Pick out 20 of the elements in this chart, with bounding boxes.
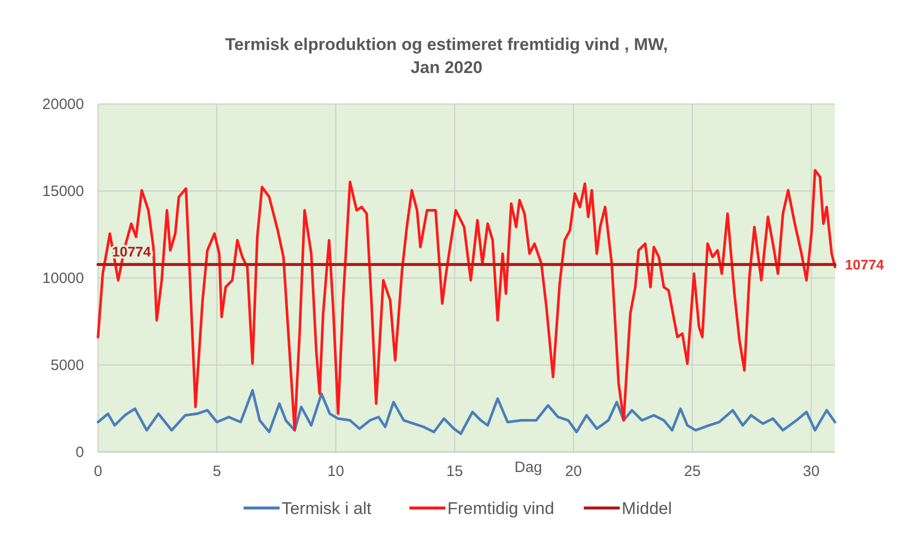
legend-label: Termisk i alt: [282, 499, 372, 518]
y-tick-label: 15000: [42, 183, 84, 200]
x-tick-label: 5: [212, 463, 222, 480]
y-tick-label: 0: [76, 444, 84, 461]
x-tick-label: 30: [802, 463, 820, 480]
x-tick-label: 10: [327, 463, 344, 480]
data-label: 10774: [845, 256, 884, 273]
x-axis-title: Dag: [514, 459, 542, 476]
x-tick-label: 0: [94, 463, 102, 480]
x-tick-label: 25: [684, 463, 701, 480]
legend-label: Middel: [622, 499, 672, 518]
y-tick-label: 5000: [50, 357, 84, 374]
legend-label: Fremtidig vind: [447, 499, 554, 518]
y-tick-label: 20000: [42, 96, 84, 113]
line-series: [96, 168, 836, 432]
x-tick-label: 15: [446, 463, 463, 480]
y-tick-label: 10000: [42, 270, 84, 287]
line-series: [96, 389, 836, 436]
x-tick-label: 20: [565, 463, 582, 480]
chart-title: Termisk elproduktion og estimeret fremtidig vind , MW, Jan 2020: [225, 35, 668, 77]
